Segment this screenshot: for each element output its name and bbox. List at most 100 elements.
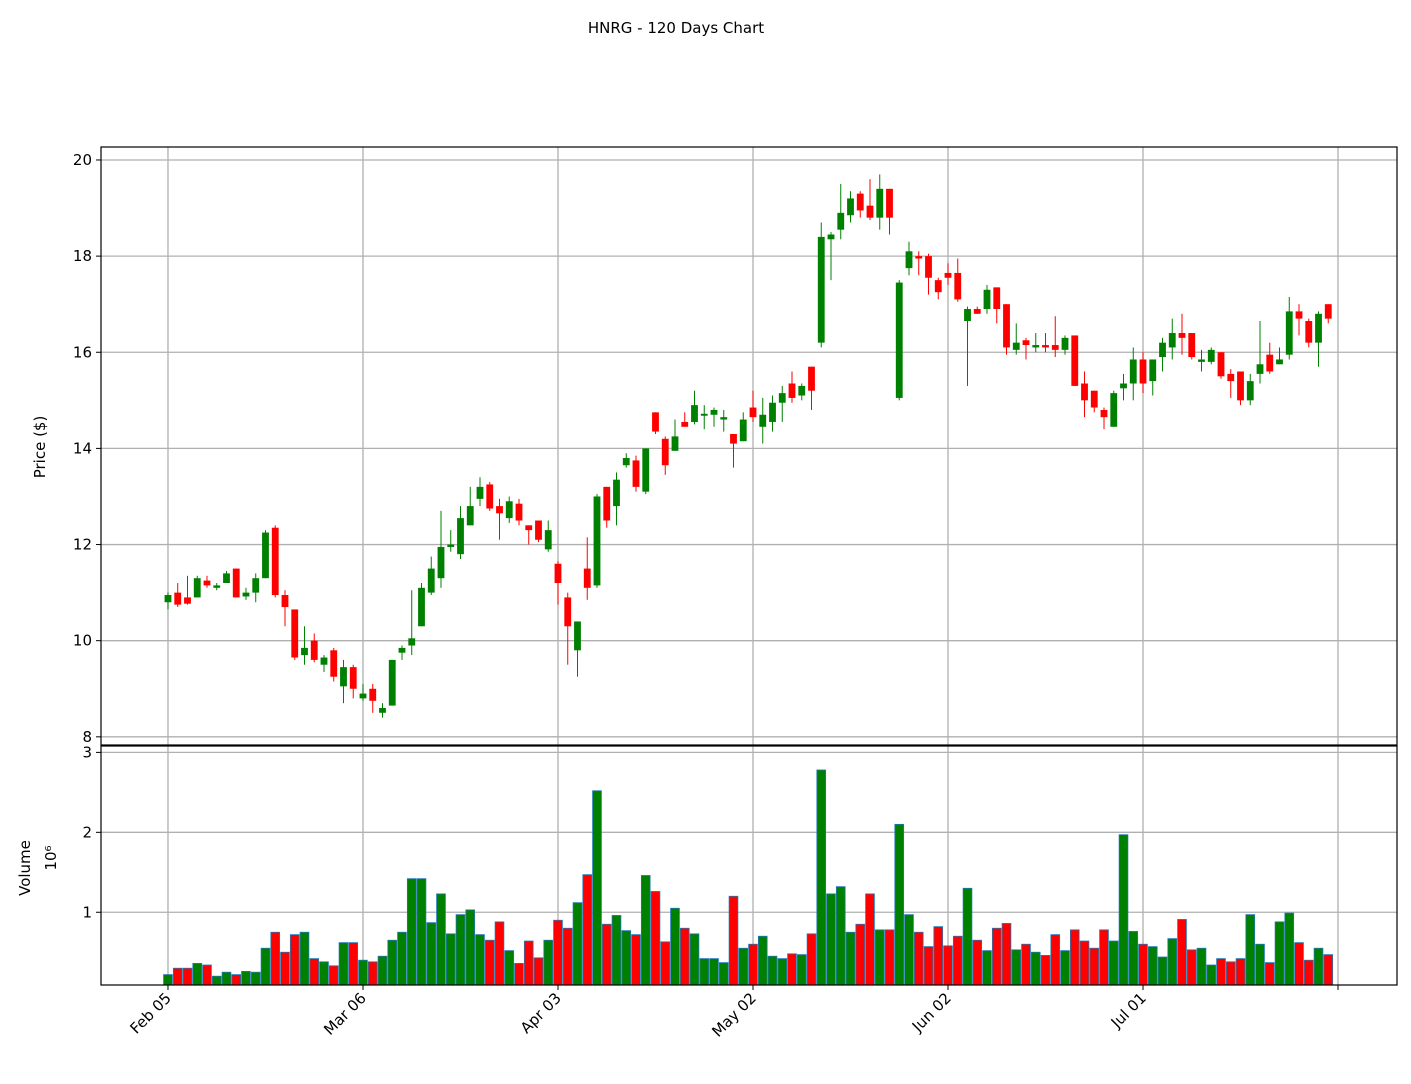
candle-body bbox=[1042, 345, 1049, 348]
candle-body bbox=[1012, 342, 1020, 350]
volume-bar bbox=[533, 957, 544, 986]
volume-bar bbox=[943, 945, 953, 986]
volume-bar bbox=[1118, 834, 1129, 986]
candle-body bbox=[661, 438, 669, 466]
volume-axis-label: Volume bbox=[16, 840, 34, 896]
candle-body bbox=[466, 506, 474, 526]
volume-bar bbox=[816, 769, 827, 986]
volume-bar bbox=[718, 962, 729, 986]
candle-body bbox=[213, 585, 221, 588]
candle-body bbox=[388, 659, 396, 706]
candle-body bbox=[1071, 335, 1079, 386]
candle-body bbox=[232, 568, 240, 598]
volume-bar bbox=[426, 922, 437, 986]
candle-body bbox=[1305, 321, 1313, 343]
volume-bar bbox=[991, 927, 1002, 986]
volume-bar bbox=[289, 934, 300, 986]
volume-bar bbox=[1089, 947, 1100, 986]
volume-bar bbox=[1157, 956, 1168, 986]
y-tick-label: 8 bbox=[82, 728, 92, 746]
volume-bar bbox=[358, 959, 368, 986]
volume-bar bbox=[504, 950, 515, 986]
candle-body bbox=[1139, 359, 1147, 384]
volume-bar bbox=[465, 909, 476, 986]
volume-bar bbox=[1186, 949, 1197, 986]
candle-body bbox=[1149, 359, 1157, 382]
candle-body bbox=[866, 205, 874, 218]
candle-body bbox=[827, 234, 835, 240]
x-tick-label: Feb 05 bbox=[126, 989, 174, 1037]
y-tick-label: 12 bbox=[73, 536, 92, 554]
candle-body bbox=[691, 405, 698, 422]
volume-scale-label: 10⁶ bbox=[42, 845, 60, 870]
candle-body bbox=[1100, 409, 1108, 418]
volume-bar bbox=[855, 923, 866, 986]
volume-bar bbox=[1001, 923, 1012, 986]
volume-bar bbox=[913, 931, 924, 986]
candle-body bbox=[622, 458, 630, 466]
volume-bar bbox=[952, 935, 963, 986]
volume-bar bbox=[835, 886, 846, 986]
candle-body bbox=[554, 563, 562, 584]
candle-body bbox=[447, 544, 455, 547]
candle-body bbox=[1237, 371, 1244, 401]
candle-body bbox=[710, 409, 718, 415]
candle-body bbox=[262, 532, 269, 579]
volume-bar bbox=[1245, 914, 1256, 986]
candle-body bbox=[281, 595, 289, 608]
volume-bar bbox=[1284, 912, 1295, 986]
volume-bar bbox=[1167, 938, 1178, 986]
candle-body bbox=[730, 433, 737, 444]
candle-body bbox=[252, 578, 260, 593]
candle-body bbox=[934, 280, 942, 293]
candle-body bbox=[905, 251, 913, 269]
volume-bar bbox=[377, 955, 388, 986]
candle-body bbox=[164, 595, 172, 603]
candle-body bbox=[925, 256, 932, 278]
candle-body bbox=[603, 486, 611, 521]
candle-body bbox=[330, 650, 338, 677]
volume-bar bbox=[738, 947, 749, 986]
candle-body bbox=[525, 525, 533, 531]
candle-body bbox=[583, 568, 591, 588]
candle-body bbox=[1110, 393, 1118, 427]
candle-body bbox=[1246, 381, 1254, 401]
volume-bar bbox=[338, 942, 349, 986]
volume-bar bbox=[1196, 947, 1207, 986]
candle-body bbox=[1227, 373, 1235, 382]
volume-bar bbox=[1040, 955, 1051, 986]
y-axis-label: Price ($) bbox=[31, 416, 49, 479]
volume-bar bbox=[543, 939, 554, 986]
x-tick-label: Jun 02 bbox=[908, 989, 955, 1036]
chart-title: HNRG - 120 Days Chart bbox=[588, 19, 764, 37]
volume-bar bbox=[777, 958, 788, 986]
candle-body bbox=[184, 597, 191, 604]
volume-bar bbox=[631, 934, 641, 986]
candle-body bbox=[242, 592, 250, 597]
candle-body bbox=[1090, 390, 1098, 408]
candle-body bbox=[1256, 364, 1264, 374]
volume-bar bbox=[182, 967, 193, 986]
candle-body bbox=[1324, 304, 1332, 319]
volume-bar bbox=[416, 878, 427, 986]
volume-bar bbox=[523, 940, 534, 986]
volume-bar bbox=[874, 929, 885, 986]
volume-bar bbox=[1069, 929, 1080, 986]
candle-body bbox=[856, 193, 864, 211]
volume-bar bbox=[280, 951, 290, 986]
volume-bar bbox=[796, 954, 807, 986]
volume-bar bbox=[270, 931, 281, 986]
candle-body bbox=[778, 393, 786, 403]
candle-body bbox=[515, 503, 523, 521]
price-panel-frame bbox=[100, 146, 1398, 746]
volume-bar bbox=[202, 964, 212, 986]
volume-bar bbox=[1060, 950, 1070, 986]
volume-bar bbox=[728, 895, 739, 986]
candle-body bbox=[798, 385, 806, 396]
volume-bar bbox=[982, 950, 992, 986]
volume-bar bbox=[1303, 959, 1314, 986]
candle-body bbox=[496, 506, 503, 514]
volume-bar bbox=[250, 971, 261, 986]
volume-bar bbox=[1225, 961, 1236, 986]
